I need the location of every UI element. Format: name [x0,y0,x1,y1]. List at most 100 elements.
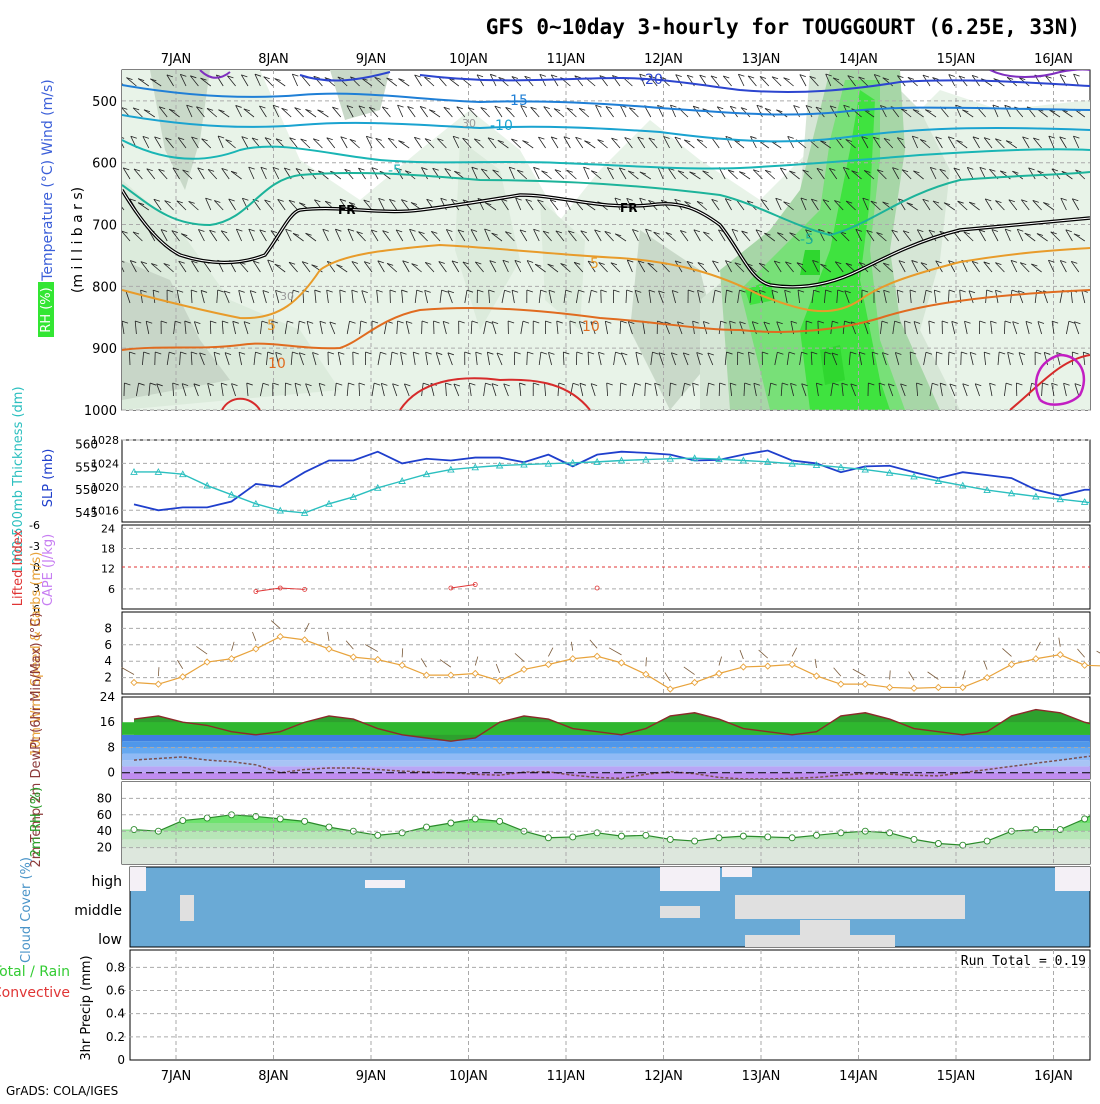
cloud-cover-ylabel: Cloud Cover (%) [19,857,34,963]
li-ylabel: Lifted Index [11,529,26,606]
rh-point [424,824,430,830]
wind10m-tick-label: 6 [104,638,112,652]
temp-band [122,735,1090,741]
rh2m-area [122,782,1100,864]
cloud-level-label: low [98,932,122,948]
footer-credit: GrADS: COLA/IGES [6,1084,118,1098]
rh-point [1082,816,1088,822]
contour-label: FR [620,201,637,215]
precip-tick-label: 0.6 [106,984,125,998]
date-label-top: 10JAN [449,52,488,67]
wind10m-tick-label: 2 [104,671,112,685]
rh-point [814,832,820,838]
pressure-tick-label: 600 [92,157,117,172]
contour-label: -5 [800,232,814,248]
rh-point [667,836,673,842]
rh-point [472,816,478,822]
date-label-top: 13JAN [742,52,781,67]
date-label-bottom: 10JAN [449,1069,488,1084]
rh-point [935,841,941,847]
li-tick-label: -6 [29,519,40,532]
precip-tick-label: 0 [117,1053,125,1067]
temp-band [122,766,1090,772]
run-total: Run Total = 0.19 [961,954,1086,969]
rh2m-tick-label: 20 [97,841,112,855]
rh-point [180,818,186,824]
rh2m-tick-label: 80 [97,791,112,805]
rh-point [375,832,381,838]
rh-point [789,835,795,841]
temp-band [122,754,1090,760]
slp-tick-label: 1020 [91,481,119,494]
pressure-tick-label: 500 [92,95,117,110]
cape-tick-label: 18 [101,543,115,556]
date-label-bottom: 12JAN [644,1069,683,1084]
temp2m-tick-label: 0 [107,766,115,780]
upper-air-panel: -20 -15 -10 -5 FR FR 5 5 -5 10 10 30 30 … [38,70,1090,420]
rh-point [643,832,649,838]
surface-wind-barb [1097,651,1100,658]
rh2m-tick-label: 60 [97,808,112,822]
date-label-top: 8JAN [258,52,289,67]
slp-tick-label: 1028 [91,434,119,447]
wind-barb-flag [116,76,122,78]
contour-label: 5 [267,318,276,334]
cape-tick-label: 24 [101,522,115,535]
contour-label: -10 [490,118,513,134]
date-label-top: 14JAN [839,52,878,67]
rh-point [302,818,308,824]
contour-label: -20 [640,72,663,88]
date-label-top: 15JAN [937,52,976,67]
contour-label: 30 [280,290,294,303]
wind10m-tick-label: 8 [104,621,112,635]
wind-barb-flag [116,200,122,202]
rh-point [277,816,283,822]
cape-tick-label: 12 [101,563,115,576]
upper-air-ylabel: Temperature (°C) Wind (m/s) [40,79,56,282]
cape-tick-label: 6 [108,583,115,596]
pressure-tick-label: 700 [92,219,117,234]
temp-band [122,760,1090,766]
precip-ticks: 00.20.40.60.8 [106,960,125,1067]
date-label-bottom: 16JAN [1034,1069,1073,1084]
temp2m-tick-label: 8 [107,740,115,754]
rh-point [448,820,454,826]
precip-panel: 00.20.40.60.8 Run Total = 0.19 3hr Preci… [0,950,1100,1067]
precip-legend-convective: Convective [0,985,70,1001]
rh-point [692,838,698,844]
date-label-top: 11JAN [547,52,586,67]
rh-point [740,833,746,839]
rh-point [765,834,771,840]
contour-label: -5 [388,163,402,179]
upper-air-axis-labels: (m i l l i b a r s) Temperature (°C) Win… [38,79,86,337]
wind10m-tick-label: 4 [104,654,112,668]
contour-label: FR [338,203,355,217]
contour-label: 5 [590,256,599,272]
wind-barb [818,321,819,334]
cloud-level-label: middle [74,903,122,919]
rh-legend-label: RH (%) [39,287,54,332]
wind10m-frame [122,612,1090,694]
precip-tick-label: 0.2 [106,1030,125,1044]
rh-point [204,815,210,821]
precip-tick-label: 0.4 [106,1007,125,1021]
date-label-bottom: 14JAN [839,1069,878,1084]
slp-ylabel: SLP (mb) [41,449,56,508]
date-label-bottom: 9JAN [356,1069,387,1084]
slp-tick-label: 1016 [91,504,119,517]
date-label-bottom: 7JAN [161,1069,192,1084]
rh2m-ylabel: 2m RH (%) [29,787,44,858]
temp2m-tick-label: 24 [100,690,115,704]
contour-label: -15 [505,93,528,109]
precip-ylabel: 3hr Precip (mm) [79,955,94,1060]
pressure-tick-label: 900 [92,342,117,357]
